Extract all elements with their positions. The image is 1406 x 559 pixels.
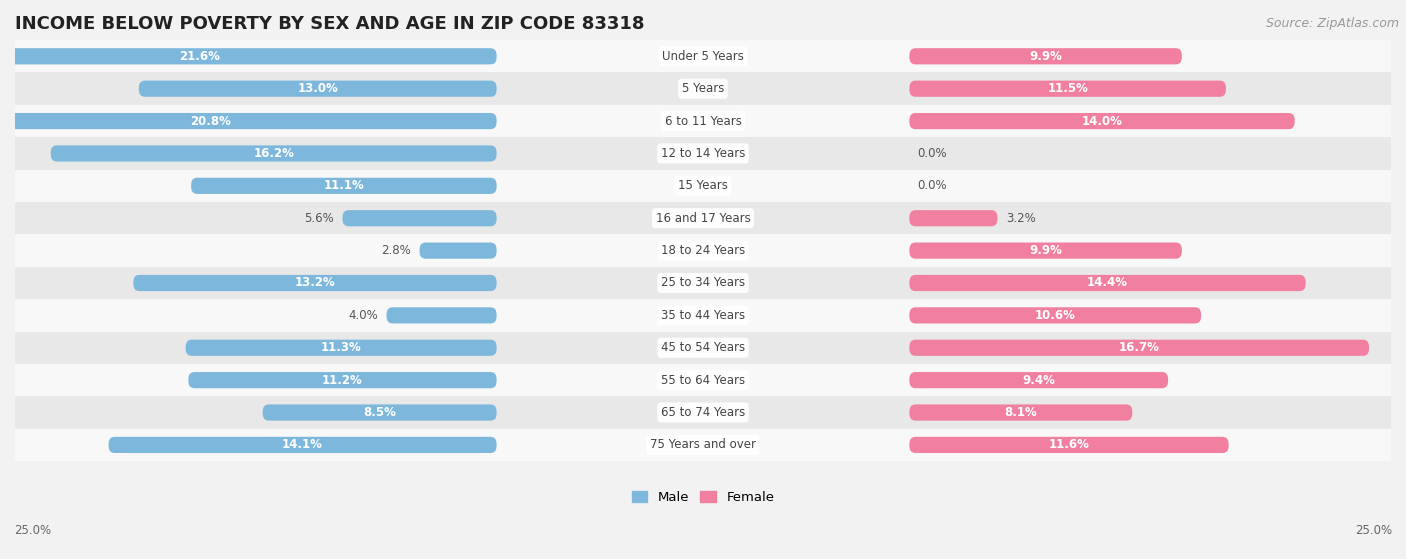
Text: 6 to 11 Years: 6 to 11 Years xyxy=(665,115,741,127)
Text: 0.0%: 0.0% xyxy=(918,179,948,192)
FancyBboxPatch shape xyxy=(910,404,1132,420)
FancyBboxPatch shape xyxy=(343,210,496,226)
FancyBboxPatch shape xyxy=(0,48,496,64)
FancyBboxPatch shape xyxy=(139,80,496,97)
Bar xyxy=(15,202,1391,234)
Text: 16.2%: 16.2% xyxy=(253,147,294,160)
Text: 9.4%: 9.4% xyxy=(1022,373,1054,387)
Text: 5.6%: 5.6% xyxy=(305,212,335,225)
Text: 21.6%: 21.6% xyxy=(179,50,219,63)
Text: 14.0%: 14.0% xyxy=(1081,115,1122,127)
Text: 65 to 74 Years: 65 to 74 Years xyxy=(661,406,745,419)
Bar xyxy=(15,105,1391,138)
FancyBboxPatch shape xyxy=(910,340,1369,356)
Bar xyxy=(15,40,1391,73)
FancyBboxPatch shape xyxy=(387,307,496,324)
Bar xyxy=(15,234,1391,267)
Text: 9.9%: 9.9% xyxy=(1029,244,1062,257)
Bar xyxy=(15,331,1391,364)
Text: 13.2%: 13.2% xyxy=(295,277,336,290)
FancyBboxPatch shape xyxy=(910,243,1182,259)
Bar xyxy=(15,299,1391,331)
FancyBboxPatch shape xyxy=(263,404,496,420)
Text: 16 and 17 Years: 16 and 17 Years xyxy=(655,212,751,225)
Text: 18 to 24 Years: 18 to 24 Years xyxy=(661,244,745,257)
Text: 0.0%: 0.0% xyxy=(918,147,948,160)
FancyBboxPatch shape xyxy=(910,307,1201,324)
Text: 25 to 34 Years: 25 to 34 Years xyxy=(661,277,745,290)
Bar xyxy=(15,73,1391,105)
FancyBboxPatch shape xyxy=(910,372,1168,389)
Text: 75 Years and over: 75 Years and over xyxy=(650,438,756,452)
Bar xyxy=(15,364,1391,396)
Text: 10.6%: 10.6% xyxy=(1035,309,1076,322)
FancyBboxPatch shape xyxy=(910,437,1229,453)
Text: 55 to 64 Years: 55 to 64 Years xyxy=(661,373,745,387)
Text: 8.1%: 8.1% xyxy=(1004,406,1038,419)
Bar xyxy=(15,267,1391,299)
FancyBboxPatch shape xyxy=(191,178,496,194)
Text: 45 to 54 Years: 45 to 54 Years xyxy=(661,341,745,354)
Text: 11.3%: 11.3% xyxy=(321,341,361,354)
Text: 14.1%: 14.1% xyxy=(283,438,323,452)
Text: 11.6%: 11.6% xyxy=(1049,438,1090,452)
FancyBboxPatch shape xyxy=(51,145,496,162)
Text: 4.0%: 4.0% xyxy=(349,309,378,322)
Text: 13.0%: 13.0% xyxy=(297,82,337,95)
Text: 14.4%: 14.4% xyxy=(1087,277,1128,290)
FancyBboxPatch shape xyxy=(910,48,1182,64)
Text: Source: ZipAtlas.com: Source: ZipAtlas.com xyxy=(1265,17,1399,30)
Text: 11.2%: 11.2% xyxy=(322,373,363,387)
Text: 35 to 44 Years: 35 to 44 Years xyxy=(661,309,745,322)
Text: 20.8%: 20.8% xyxy=(190,115,231,127)
FancyBboxPatch shape xyxy=(0,113,496,129)
Text: 12 to 14 Years: 12 to 14 Years xyxy=(661,147,745,160)
Text: Under 5 Years: Under 5 Years xyxy=(662,50,744,63)
FancyBboxPatch shape xyxy=(910,80,1226,97)
FancyBboxPatch shape xyxy=(419,243,496,259)
Text: 9.9%: 9.9% xyxy=(1029,50,1062,63)
Text: 11.1%: 11.1% xyxy=(323,179,364,192)
Text: 15 Years: 15 Years xyxy=(678,179,728,192)
Text: INCOME BELOW POVERTY BY SEX AND AGE IN ZIP CODE 83318: INCOME BELOW POVERTY BY SEX AND AGE IN Z… xyxy=(15,15,644,33)
Text: 2.8%: 2.8% xyxy=(381,244,412,257)
Bar xyxy=(15,429,1391,461)
Text: 11.5%: 11.5% xyxy=(1047,82,1088,95)
FancyBboxPatch shape xyxy=(134,275,496,291)
FancyBboxPatch shape xyxy=(188,372,496,389)
Text: 3.2%: 3.2% xyxy=(1005,212,1035,225)
Text: 16.7%: 16.7% xyxy=(1119,341,1160,354)
FancyBboxPatch shape xyxy=(910,210,997,226)
FancyBboxPatch shape xyxy=(910,275,1306,291)
Text: 25.0%: 25.0% xyxy=(1355,524,1392,537)
Text: 25.0%: 25.0% xyxy=(14,524,51,537)
Bar xyxy=(15,138,1391,169)
Text: 5 Years: 5 Years xyxy=(682,82,724,95)
FancyBboxPatch shape xyxy=(910,113,1295,129)
FancyBboxPatch shape xyxy=(186,340,496,356)
Bar xyxy=(15,396,1391,429)
Bar xyxy=(15,169,1391,202)
Legend: Male, Female: Male, Female xyxy=(626,486,780,509)
Text: 8.5%: 8.5% xyxy=(363,406,396,419)
FancyBboxPatch shape xyxy=(108,437,496,453)
